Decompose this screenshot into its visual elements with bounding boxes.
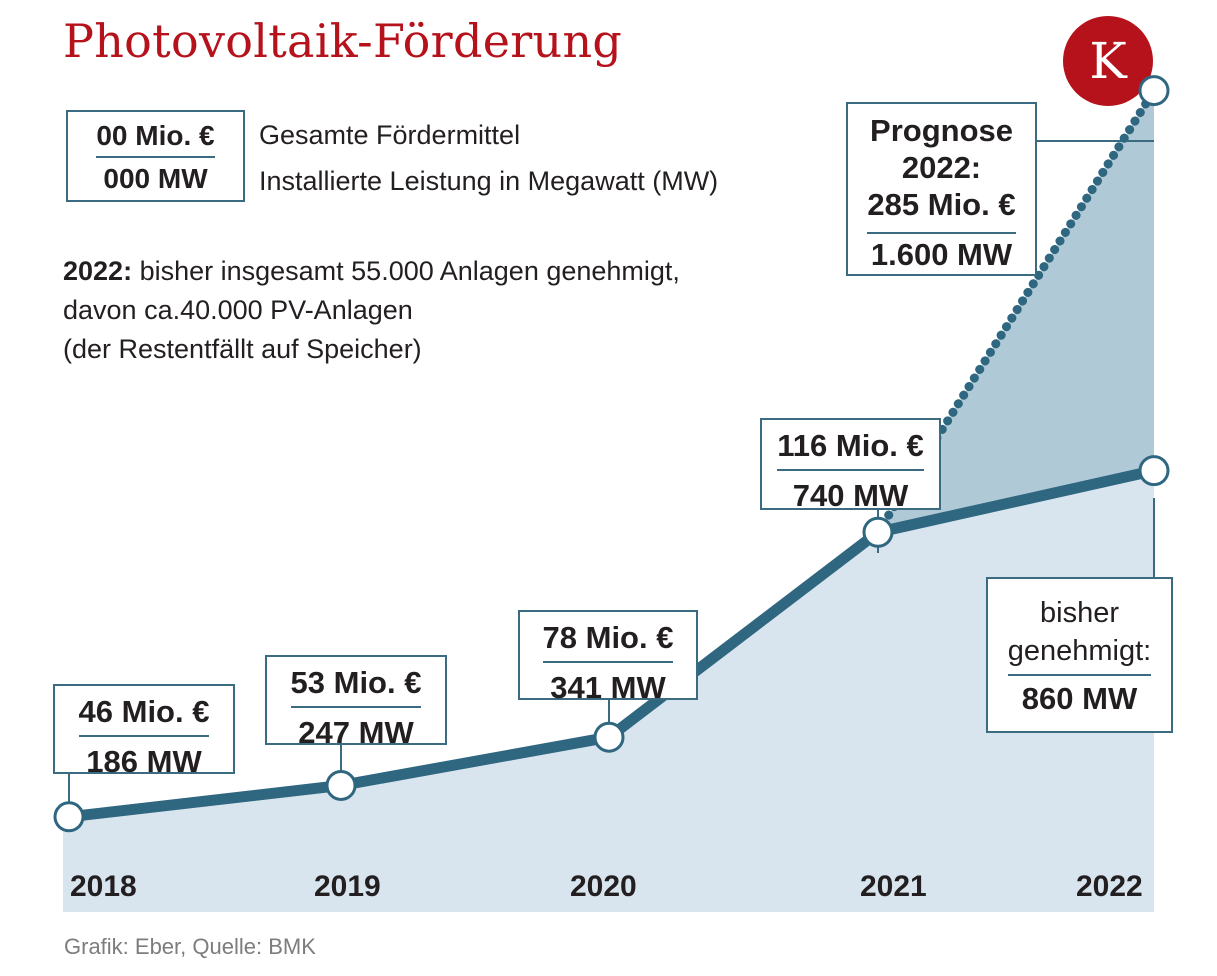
legend-mw-label: Installierte Leistung in Megawatt (MW): [259, 166, 719, 196]
forecast-label-mw: 1.600 MW: [870, 236, 1013, 272]
forecast-label: Prognose 2022: 285 Mio. € 1.600 MW: [846, 102, 1037, 276]
data-label-2021: 116 Mio. € 740 MW: [760, 418, 941, 513]
point-2022: [1138, 455, 1170, 487]
legend-box: 00 Mio. € 000 MW: [66, 110, 245, 202]
data-label-2020-mw: 341 MW: [550, 670, 666, 705]
forecast-label-line2: 2022:: [901, 150, 982, 186]
note-year: 2022:: [63, 256, 133, 286]
k-logo: K: [1063, 16, 1153, 106]
current-label-mw: 860 MW: [1021, 680, 1138, 716]
data-label-2018-money: 46 Mio. €: [78, 696, 210, 737]
note-line2: davon ca.40.000 PV-Anlagen: [63, 295, 413, 325]
current-label: bisher genehmigt: 860 MW: [986, 577, 1173, 733]
point-forecast-2022: [1138, 75, 1170, 107]
point-2019: [325, 769, 357, 801]
data-label-2019-mw: 247 MW: [298, 715, 414, 750]
data-label-2021-mw: 740 MW: [792, 478, 909, 513]
x-tick-2020: 2020: [570, 870, 637, 903]
note-line1: bisher insgesamt 55.000 Anlagen genehmig…: [132, 256, 680, 286]
point-2021: [862, 516, 894, 548]
legend-money-sample: 00 Mio. €: [96, 122, 215, 158]
point-2020: [593, 721, 625, 753]
chart-title: Photovoltaik-Förderung: [63, 14, 623, 68]
point-2018: [53, 801, 85, 833]
source-note: Grafik: Eber, Quelle: BMK: [64, 934, 316, 959]
legend-money-label: Gesamte Fördermittel: [259, 120, 521, 150]
forecast-label-line1: Prognose: [870, 113, 1013, 148]
x-tick-2021: 2021: [860, 870, 927, 903]
note-text: 2022: bisher insgesamt 55.000 Anlagen ge…: [63, 252, 680, 369]
data-label-2019: 53 Mio. € 247 MW: [265, 655, 447, 750]
forecast-label-money: 285 Mio. €: [867, 186, 1016, 234]
data-label-2020-money: 78 Mio. €: [542, 622, 674, 663]
data-label-2019-money: 53 Mio. €: [290, 667, 422, 708]
current-label-line1: bisher: [1040, 597, 1119, 629]
x-tick-2018: 2018: [70, 870, 137, 903]
legend-mw-sample: 000 MW: [103, 163, 208, 194]
x-tick-2019: 2019: [314, 870, 381, 903]
current-label-line2: genehmigt:: [1007, 633, 1152, 676]
data-label-2021-money: 116 Mio. €: [777, 430, 924, 471]
data-label-2018-mw: 186 MW: [86, 744, 202, 779]
data-label-2020: 78 Mio. € 341 MW: [518, 610, 698, 705]
area-actual: [63, 470, 1154, 912]
x-tick-2022: 2022: [1076, 870, 1143, 903]
data-label-2018: 46 Mio. € 186 MW: [53, 684, 235, 779]
note-line3: (der Restentfällt auf Speicher): [63, 334, 422, 364]
